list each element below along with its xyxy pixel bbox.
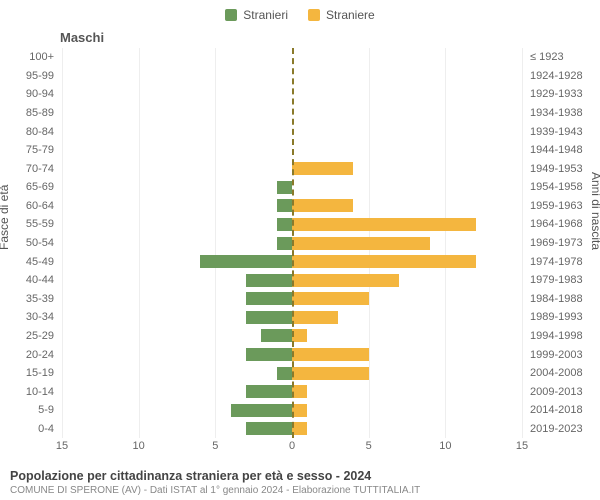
- bar-male: [200, 255, 292, 268]
- y-tick-age: 95-99: [0, 67, 60, 86]
- y-tick-age: 30-34: [0, 308, 60, 327]
- bar-male: [246, 274, 292, 287]
- bar-male: [261, 329, 292, 342]
- y-tick-age: 0-4: [0, 420, 60, 439]
- y-axis-left: 100+95-9990-9485-8980-8475-7970-7465-696…: [0, 48, 60, 438]
- bar-male: [277, 237, 292, 250]
- y-tick-birth: 1924-1928: [524, 67, 600, 86]
- side-titles: Maschi Femmine: [0, 30, 600, 45]
- bar-female: [292, 422, 307, 435]
- bar-female: [292, 367, 369, 380]
- y-tick-birth: 1974-1978: [524, 252, 600, 271]
- y-tick-age: 70-74: [0, 159, 60, 178]
- y-tick-birth: 2019-2023: [524, 420, 600, 439]
- bar-male: [246, 385, 292, 398]
- gridline: [522, 48, 523, 438]
- bar-male: [277, 367, 292, 380]
- y-tick-birth: 1939-1943: [524, 122, 600, 141]
- bar-female: [292, 237, 430, 250]
- y-tick-age: 25-29: [0, 327, 60, 346]
- y-tick-age: 50-54: [0, 234, 60, 253]
- y-tick-birth: 2014-2018: [524, 401, 600, 420]
- x-axis: 15105051015: [62, 440, 522, 456]
- y-tick-birth: 2009-2013: [524, 382, 600, 401]
- x-tick: 15: [56, 440, 68, 452]
- bar-male: [277, 218, 292, 231]
- bar-female: [292, 329, 307, 342]
- bar-female: [292, 255, 476, 268]
- y-tick-birth: 1954-1958: [524, 178, 600, 197]
- bar-female: [292, 311, 338, 324]
- y-tick-age: 20-24: [0, 345, 60, 364]
- y-tick-birth: 1934-1938: [524, 104, 600, 123]
- plot-area: [62, 48, 522, 438]
- y-tick-age: 85-89: [0, 104, 60, 123]
- y-tick-birth: 1949-1953: [524, 159, 600, 178]
- y-tick-age: 65-69: [0, 178, 60, 197]
- y-tick-birth: 1984-1988: [524, 290, 600, 309]
- y-tick-birth: 2004-2008: [524, 364, 600, 383]
- y-tick-age: 90-94: [0, 85, 60, 104]
- chart-footer: Popolazione per cittadinanza straniera p…: [10, 469, 590, 496]
- side-title-female: Femmine: [374, 30, 600, 45]
- legend-item-male: Stranieri: [225, 8, 288, 22]
- bar-female: [292, 199, 353, 212]
- y-tick-age: 75-79: [0, 141, 60, 160]
- y-tick-birth: 1999-2003: [524, 345, 600, 364]
- bar-male: [277, 199, 292, 212]
- bar-male: [246, 292, 292, 305]
- bar-male: [246, 311, 292, 324]
- y-tick-age: 55-59: [0, 215, 60, 234]
- y-tick-age: 35-39: [0, 290, 60, 309]
- y-tick-birth: 1969-1973: [524, 234, 600, 253]
- y-tick-age: 100+: [0, 48, 60, 67]
- x-tick: 10: [439, 440, 451, 452]
- bar-male: [246, 348, 292, 361]
- y-tick-birth: 1944-1948: [524, 141, 600, 160]
- x-tick: 5: [366, 440, 372, 452]
- x-tick: 0: [289, 440, 295, 452]
- x-tick: 10: [133, 440, 145, 452]
- legend-swatch-female: [308, 9, 320, 21]
- footer-title: Popolazione per cittadinanza straniera p…: [10, 469, 590, 483]
- y-tick-birth: 1929-1933: [524, 85, 600, 104]
- y-tick-age: 15-19: [0, 364, 60, 383]
- y-tick-age: 10-14: [0, 382, 60, 401]
- y-tick-birth: 1959-1963: [524, 197, 600, 216]
- y-tick-birth: 1964-1968: [524, 215, 600, 234]
- bar-female: [292, 274, 399, 287]
- bar-female: [292, 162, 353, 175]
- side-title-male: Maschi: [0, 30, 374, 45]
- bar-female: [292, 292, 369, 305]
- bar-male: [231, 404, 292, 417]
- y-tick-birth: 1979-1983: [524, 271, 600, 290]
- y-tick-birth: 1994-1998: [524, 327, 600, 346]
- legend-item-female: Straniere: [308, 8, 375, 22]
- x-tick: 15: [516, 440, 528, 452]
- y-tick-age: 45-49: [0, 252, 60, 271]
- y-tick-birth: ≤ 1923: [524, 48, 600, 67]
- bar-female: [292, 218, 476, 231]
- x-tick: 5: [212, 440, 218, 452]
- legend-label-female: Straniere: [326, 8, 375, 22]
- footer-subtitle: COMUNE DI SPERONE (AV) - Dati ISTAT al 1…: [10, 485, 590, 496]
- legend-swatch-male: [225, 9, 237, 21]
- bar-female: [292, 404, 307, 417]
- centerline: [292, 48, 294, 438]
- y-tick-birth: 1989-1993: [524, 308, 600, 327]
- y-tick-age: 80-84: [0, 122, 60, 141]
- bar-male: [246, 422, 292, 435]
- bar-female: [292, 385, 307, 398]
- legend: Stranieri Straniere: [0, 8, 600, 22]
- legend-label-male: Stranieri: [243, 8, 288, 22]
- bar-male: [277, 181, 292, 194]
- y-axis-right: ≤ 19231924-19281929-19331934-19381939-19…: [524, 48, 600, 438]
- y-tick-age: 40-44: [0, 271, 60, 290]
- population-pyramid-chart: Stranieri Straniere Maschi Femmine Fasce…: [0, 0, 600, 500]
- bar-female: [292, 348, 369, 361]
- y-tick-age: 5-9: [0, 401, 60, 420]
- y-tick-age: 60-64: [0, 197, 60, 216]
